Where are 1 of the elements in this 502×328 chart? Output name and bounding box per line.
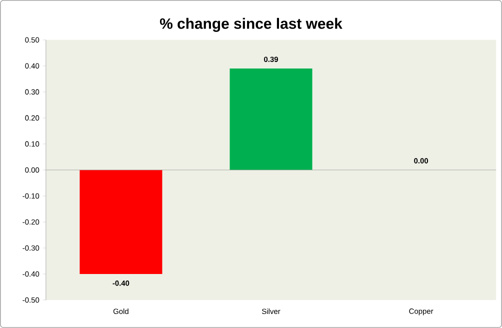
chart-title: % change since last week [160,18,342,32]
